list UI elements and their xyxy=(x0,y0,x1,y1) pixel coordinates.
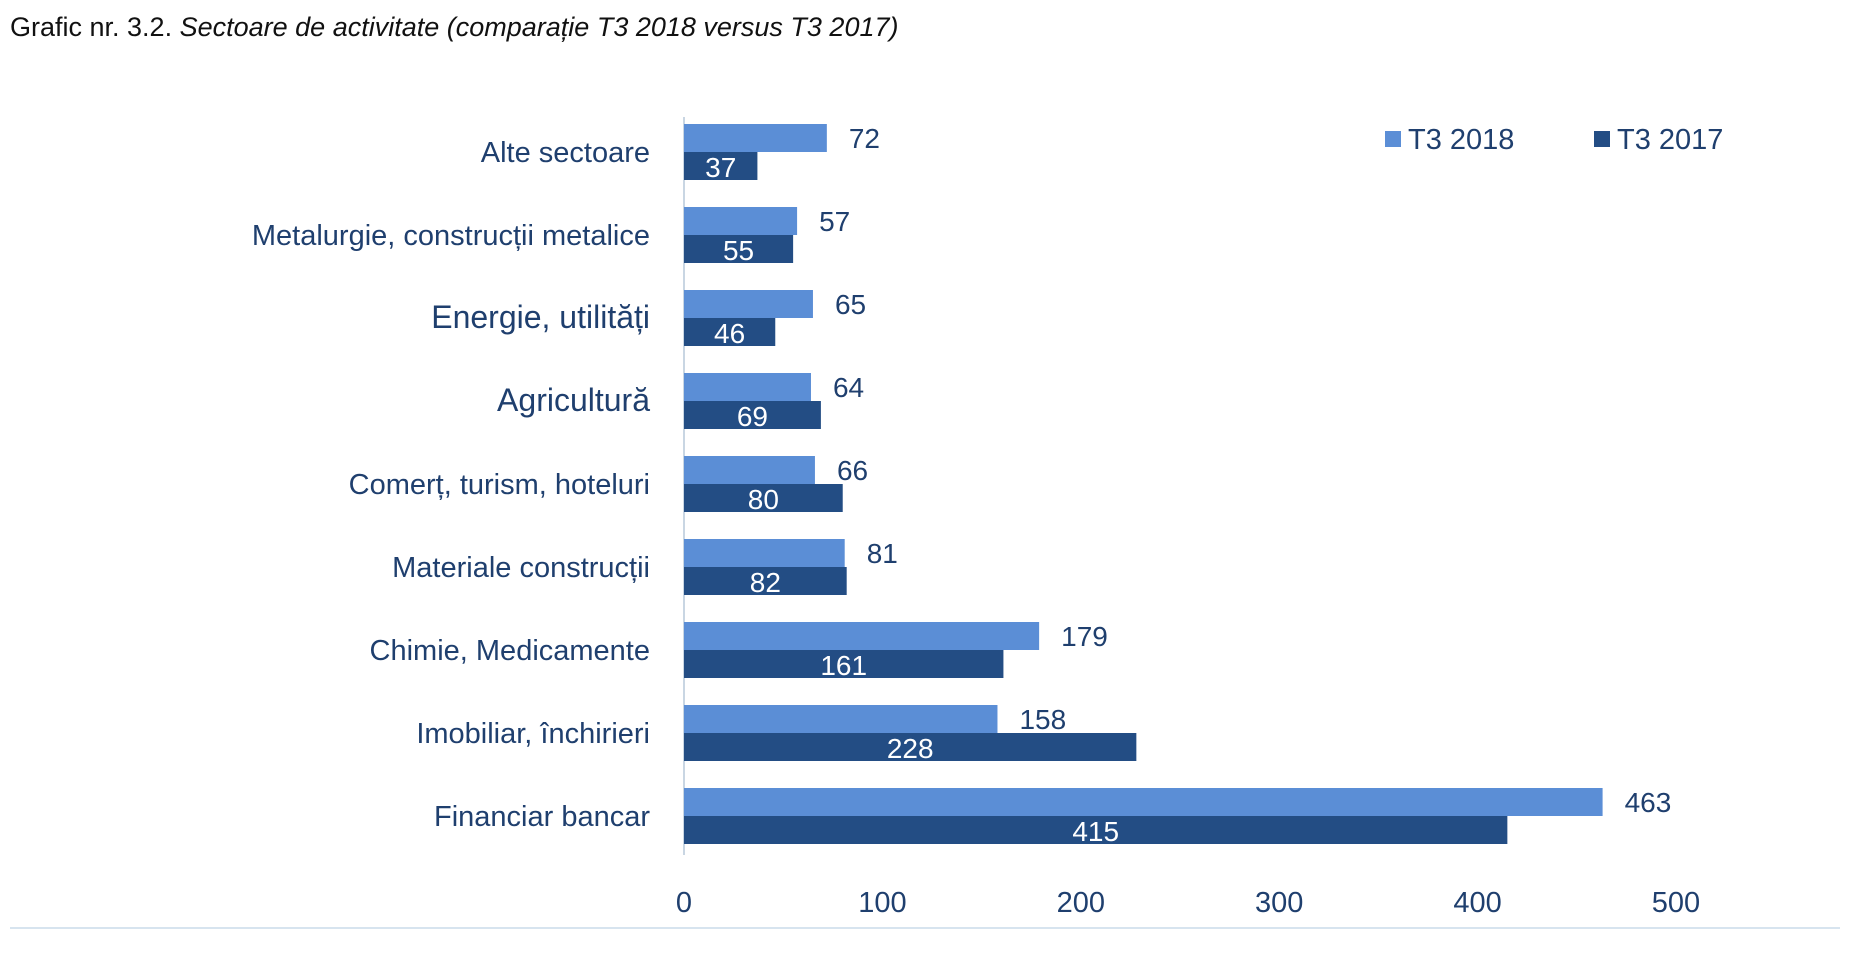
bar-t3-2017 xyxy=(684,152,758,180)
bar-t3-2018 xyxy=(684,705,998,733)
bar-t3-2017 xyxy=(684,318,776,346)
category-label: Comerț, turism, hoteluri xyxy=(349,469,650,501)
category-label: Financiar bancar xyxy=(434,801,650,833)
title-prefix: Grafic nr. 3.2. xyxy=(10,12,173,42)
data-label-t3-2017: 161 xyxy=(820,650,867,681)
data-label-t3-2018: 179 xyxy=(1061,621,1108,652)
title-suffix: (comparație T3 2018 versus T3 2017) xyxy=(446,12,899,42)
data-label-t3-2018: 72 xyxy=(849,123,880,154)
bar-t3-2017 xyxy=(684,567,847,595)
bar-t3-2018 xyxy=(684,207,798,235)
legend-swatch xyxy=(1594,131,1610,147)
data-label-t3-2017: 228 xyxy=(887,733,934,764)
x-tick-label: 500 xyxy=(1652,887,1700,919)
bar-t3-2018 xyxy=(684,622,1040,650)
data-label-t3-2017: 415 xyxy=(1072,816,1119,847)
data-label-t3-2018: 463 xyxy=(1625,787,1672,818)
x-tick-label: 0 xyxy=(676,887,692,919)
legend-swatch xyxy=(1385,131,1401,147)
bar-t3-2018 xyxy=(684,373,811,401)
x-tick-label: 300 xyxy=(1255,887,1303,919)
title-italic: Sectoare de activitate xyxy=(179,12,440,42)
category-label: Materiale construcții xyxy=(392,552,650,584)
bar-t3-2018 xyxy=(684,539,845,567)
bar-t3-2018 xyxy=(684,124,827,152)
category-label: Alte sectoare xyxy=(481,137,650,169)
data-label-t3-2018: 81 xyxy=(867,538,898,569)
data-label-t3-2017: 46 xyxy=(714,318,745,349)
data-label-t3-2018: 57 xyxy=(819,206,850,237)
category-label: Imobiliar, închirieri xyxy=(416,718,650,750)
x-tick-label: 100 xyxy=(858,887,906,919)
data-label-t3-2018: 66 xyxy=(837,455,868,486)
category-label: Metalurgie, construcții metalice xyxy=(252,220,650,252)
category-label: Energie, utilități xyxy=(431,299,650,335)
data-label-t3-2017: 82 xyxy=(750,567,781,598)
category-label: Chimie, Medicamente xyxy=(370,635,650,667)
legend-label: T3 2018 xyxy=(1408,124,1514,156)
bar-t3-2017 xyxy=(684,235,794,263)
bar-t3-2017 xyxy=(684,650,1004,678)
data-label-t3-2017: 80 xyxy=(748,484,779,515)
data-label-t3-2018: 65 xyxy=(835,289,866,320)
bar-t3-2018 xyxy=(684,290,813,318)
bar-t3-2017 xyxy=(684,816,1508,844)
x-tick-label: 400 xyxy=(1453,887,1501,919)
category-label: Agricultură xyxy=(497,382,650,418)
data-label-t3-2017: 37 xyxy=(705,152,736,183)
data-label-t3-2017: 69 xyxy=(737,401,768,432)
bar-t3-2017 xyxy=(684,733,1137,761)
data-label-t3-2018: 64 xyxy=(833,372,864,403)
chart-title: Grafic nr. 3.2. Sectoare de activitate (… xyxy=(10,12,899,43)
data-label-t3-2018: 158 xyxy=(1019,704,1066,735)
bottom-divider xyxy=(10,927,1840,929)
bar-t3-2017 xyxy=(684,401,821,429)
bar-t3-2017 xyxy=(684,484,843,512)
bar-t3-2018 xyxy=(684,456,815,484)
x-tick-label: 200 xyxy=(1057,887,1105,919)
legend-label: T3 2017 xyxy=(1617,124,1723,156)
bar-t3-2018 xyxy=(684,788,1603,816)
data-label-t3-2017: 55 xyxy=(723,235,754,266)
